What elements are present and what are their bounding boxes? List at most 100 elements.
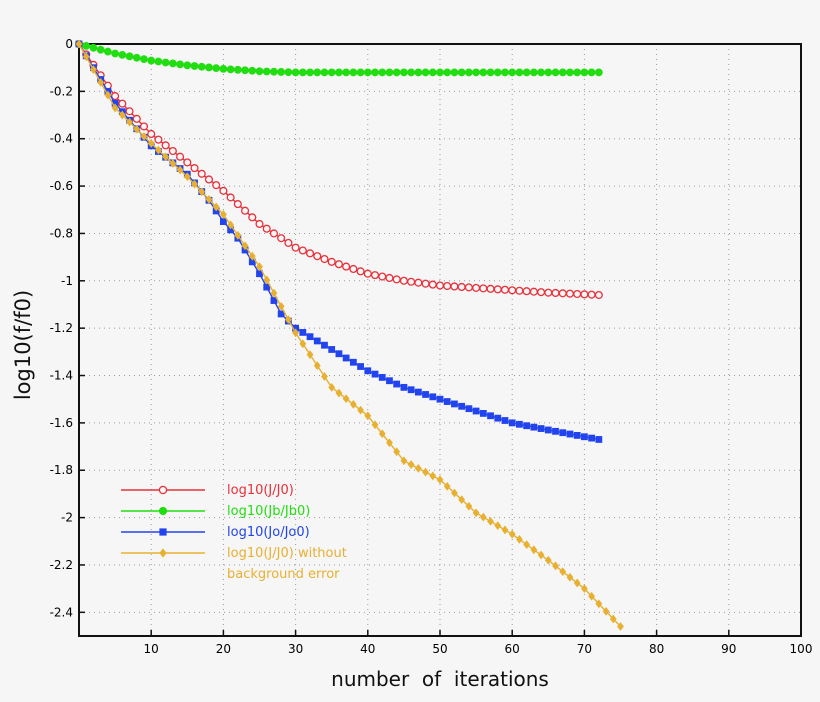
data-point (334, 260, 343, 269)
data-point (169, 158, 177, 168)
data-point (559, 567, 567, 576)
data-point (500, 285, 510, 294)
data-point (140, 55, 148, 64)
data-point (96, 45, 105, 54)
data-point (111, 49, 119, 58)
data-point (139, 122, 149, 131)
data-point (233, 200, 242, 209)
data-point (197, 62, 206, 71)
data-point (436, 475, 444, 485)
data-point (158, 485, 168, 495)
x-axis: 10 20 30 40 50 60 70 80 90 100 (144, 630, 812, 656)
data-point (364, 367, 372, 375)
data-point (190, 62, 199, 70)
data-point (537, 550, 545, 560)
data-point (487, 516, 494, 526)
series-line (78, 43, 599, 296)
data-point (508, 419, 516, 427)
data-point (435, 281, 445, 290)
data-point (370, 271, 380, 280)
data-point (118, 110, 126, 120)
data-point (248, 66, 257, 75)
data-point (262, 224, 271, 233)
data-point (291, 68, 300, 77)
data-point (573, 68, 582, 77)
data-point (530, 545, 538, 555)
data-point (320, 68, 329, 77)
data-point (393, 380, 401, 388)
data-point (364, 411, 372, 421)
data-point (566, 572, 574, 582)
data-point (493, 285, 502, 294)
data-point (378, 272, 387, 281)
data-point (298, 246, 307, 255)
y-tick-label: -0.6 (50, 179, 73, 193)
x-tick-label: 60 (505, 642, 520, 656)
data-point (277, 301, 285, 311)
data-point (306, 333, 314, 341)
data-point (104, 90, 112, 100)
data-point (508, 529, 516, 539)
data-point (219, 64, 228, 73)
data-point (472, 68, 481, 77)
data-point (292, 328, 299, 338)
data-point (558, 289, 567, 298)
data-point (168, 59, 177, 68)
data-point (183, 61, 192, 70)
data-point (581, 433, 588, 441)
data-point (371, 68, 379, 77)
data-point (529, 68, 538, 77)
series-group (74, 39, 624, 631)
data-point (212, 202, 220, 212)
data-point (594, 290, 603, 300)
data-point (140, 131, 148, 141)
data-point (349, 358, 357, 366)
data-point (320, 254, 329, 264)
data-point (494, 414, 502, 422)
data-point (385, 273, 394, 283)
data-point (486, 284, 495, 293)
data-point (125, 107, 134, 116)
data-point (298, 68, 307, 77)
legend: log10(J/J0) log10(Jb/Jb0) log10(Jo/Jo0) log… (121, 483, 347, 582)
data-point (363, 269, 372, 278)
data-point (436, 68, 444, 77)
data-point (328, 382, 336, 392)
data-point (305, 249, 315, 258)
series-1 (74, 39, 603, 300)
data-point (292, 324, 299, 332)
data-point (97, 77, 105, 87)
data-point (191, 179, 198, 189)
data-point (565, 289, 575, 298)
data-point (220, 218, 227, 225)
data-point (414, 463, 422, 473)
data-point (176, 152, 185, 161)
data-point (255, 219, 264, 229)
y-tick-label: -2 (61, 511, 73, 525)
data-point (327, 68, 336, 77)
data-point (414, 388, 422, 396)
x-tick-label: 10 (144, 642, 159, 656)
data-point (356, 267, 365, 276)
data-point (103, 47, 112, 56)
x-tick-label: 50 (432, 642, 447, 656)
data-point (587, 68, 596, 77)
y-tick-label: -0.2 (50, 84, 73, 98)
y-tick-label: -1 (61, 274, 73, 288)
data-point (508, 68, 517, 77)
data-point (363, 68, 372, 77)
data-point (158, 506, 168, 516)
data-point (400, 68, 408, 77)
data-point (421, 279, 430, 288)
data-point (487, 412, 494, 420)
data-point (464, 283, 473, 292)
data-point (342, 262, 351, 271)
data-point (588, 591, 596, 601)
data-point (205, 63, 213, 72)
data-point (313, 68, 322, 77)
y-tick-label: -1.6 (50, 416, 73, 430)
data-point (82, 41, 91, 50)
data-point (256, 270, 263, 278)
data-point (313, 252, 322, 261)
data-point (465, 501, 473, 511)
